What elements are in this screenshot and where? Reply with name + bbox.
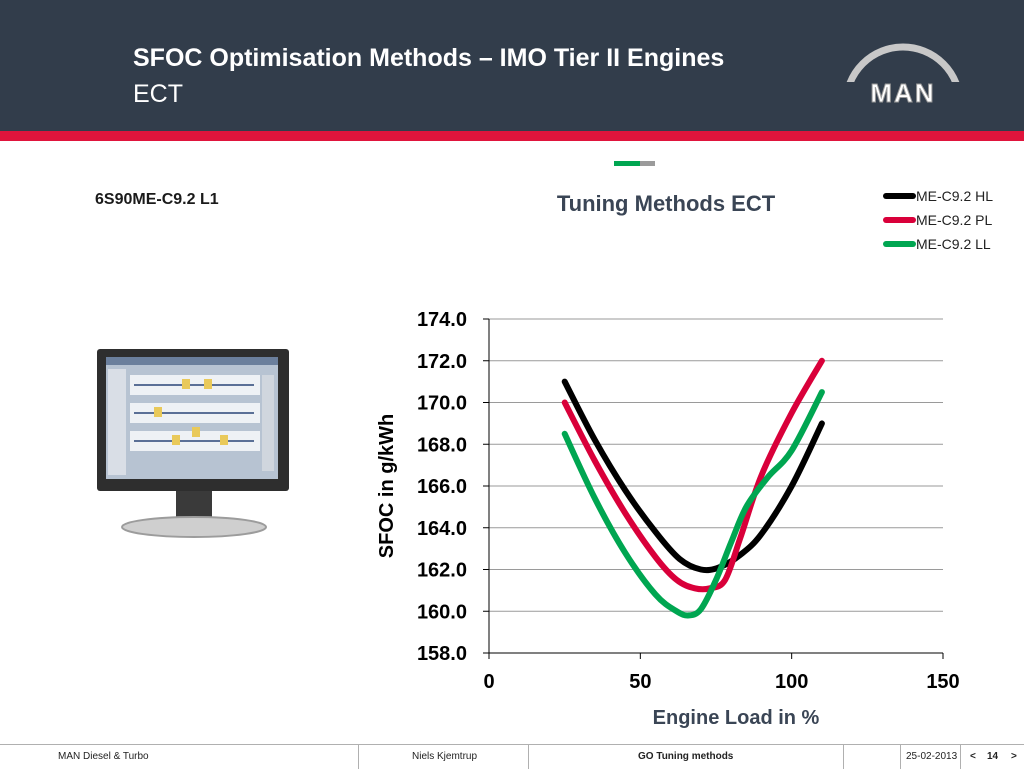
legend-label-me-c9-2-pl: ME-C9.2 PL	[916, 212, 992, 228]
slide-title: SFOC Optimisation Methods – IMO Tier II …	[133, 44, 725, 72]
logo-text: MAN	[870, 78, 935, 108]
y-tick-label: 172.0	[417, 351, 467, 373]
series-line-me-c9-2-ll	[561, 389, 825, 619]
engine-model-label: 6S90ME-C9.2 L1	[95, 191, 219, 208]
footer-presentation-title: GO Tuning methods	[638, 751, 734, 762]
footer-author: Niels Kjemtrup	[412, 751, 478, 762]
y-tick-label: 170.0	[417, 393, 467, 415]
y-tick-labels: 158.0 160.0 162.0 164.0 166.0 168.0 170.0 172.0…	[417, 309, 467, 665]
man-logo: MAN	[842, 43, 964, 108]
page-number: 14	[987, 751, 999, 762]
footer: MAN Diesel & Turbo Niels Kjemtrup GO Tun…	[0, 744, 1024, 769]
y-tick-label: 164.0	[417, 518, 467, 540]
footer-divider	[358, 745, 359, 769]
chart: Tuning Methods ECT 158.0160.0162.0164.01…	[376, 161, 993, 729]
y-axis-label: SFOC in g/kWh	[376, 414, 398, 558]
header-accent-stripe	[0, 131, 1024, 141]
x-tick-labels: 0 50 100 150	[483, 671, 959, 693]
footer-divider	[843, 745, 844, 769]
legend-label-me-c9-2-ll: ME-C9.2 LL	[916, 236, 991, 252]
next-slide-button[interactable]: >	[1011, 751, 1017, 762]
y-tick-label: 162.0	[417, 560, 467, 582]
x-tick-label: 0	[483, 671, 494, 693]
series-line-me-c9-2-hl	[561, 378, 825, 574]
footer-date: 25-02-2013	[906, 751, 958, 762]
series-line-me-c9-2-pl	[561, 357, 825, 593]
x-axis-label: Engine Load in %	[653, 707, 820, 729]
legend: ME-C9.2 HL ME-C9.2 PL ME-C9.2 LL	[883, 188, 993, 252]
legend-indicator-icon	[614, 161, 655, 166]
series-lines	[561, 357, 825, 619]
legend-label-me-c9-2-hl: ME-C9.2 HL	[916, 188, 993, 204]
footer-divider	[960, 745, 961, 769]
y-tick-label: 174.0	[417, 309, 467, 331]
slide-subtitle: ECT	[133, 80, 183, 108]
y-tick-label: 166.0	[417, 476, 467, 498]
footer-divider	[900, 745, 901, 769]
header-bar	[0, 0, 1024, 131]
x-tick-label: 150	[926, 671, 959, 693]
y-tick-label: 158.0	[417, 643, 467, 665]
x-tick-label: 50	[629, 671, 651, 693]
previous-slide-button[interactable]: <	[970, 751, 976, 762]
y-tick-label: 168.0	[417, 434, 467, 456]
footer-company: MAN Diesel & Turbo	[58, 751, 149, 762]
x-tick-label: 100	[775, 671, 808, 693]
chart-title: Tuning Methods ECT	[557, 191, 776, 216]
footer-divider	[528, 745, 529, 769]
gridlines	[483, 318, 944, 659]
y-tick-label: 160.0	[417, 601, 467, 623]
monitor-icon	[97, 349, 289, 538]
